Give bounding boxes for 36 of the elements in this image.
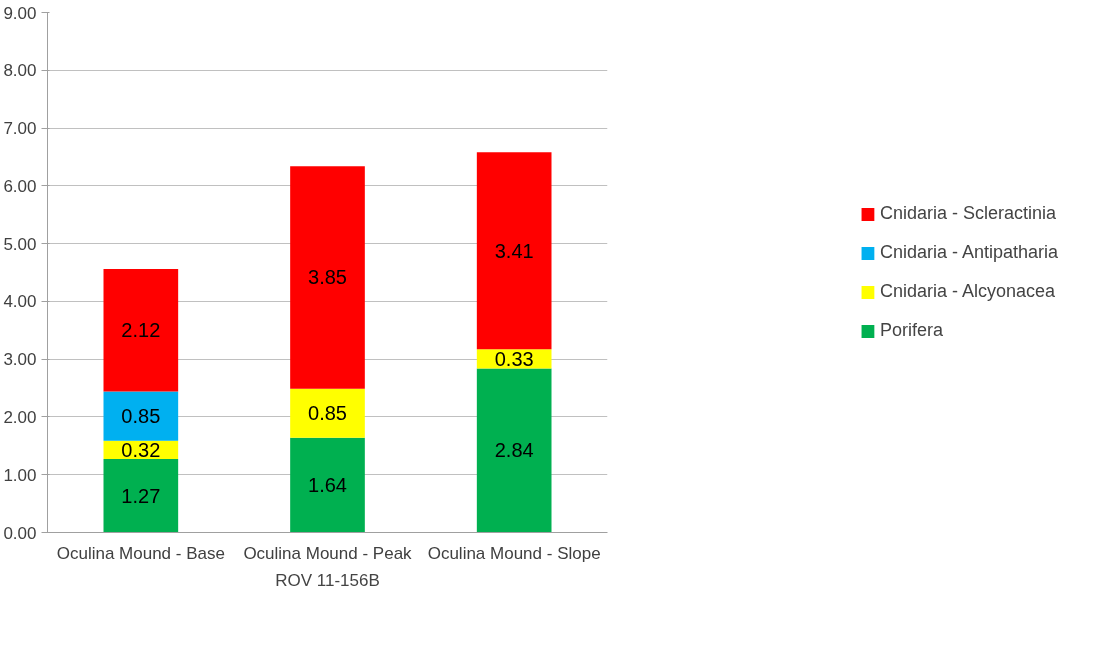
y-tick-label: 1.00 xyxy=(3,465,37,485)
x-tick-label: Oculina Mound - Base xyxy=(56,543,225,563)
legend-label: Cnidaria - Scleractinia xyxy=(879,203,1057,224)
bar xyxy=(290,388,365,438)
bar xyxy=(103,459,179,533)
y-tick-label: 6.00 xyxy=(3,176,37,196)
data-label: 3.85 xyxy=(308,266,347,289)
y-tick-label: 4.00 xyxy=(3,292,37,312)
bar xyxy=(290,166,365,389)
y-tick-label: 7.00 xyxy=(3,119,37,139)
legend-label: Cnidaria - Antipatharia xyxy=(879,242,1059,263)
bar xyxy=(103,391,179,441)
data-label: 0.32 xyxy=(121,438,161,461)
data-label: 0.85 xyxy=(121,405,161,428)
y-tick-label: 0.00 xyxy=(3,523,37,543)
bar xyxy=(476,368,552,533)
bar xyxy=(103,269,179,392)
x-axis-title: ROV 11-156B xyxy=(275,570,380,590)
bar xyxy=(476,152,552,350)
data-label: 2.12 xyxy=(121,319,161,342)
legend-label: Porifera xyxy=(879,320,943,341)
x-tick-label: Oculina Mound - Peak xyxy=(243,543,413,563)
data-label: 2.84 xyxy=(494,439,534,462)
data-label: 0.85 xyxy=(308,402,347,425)
legend-label: Cnidaria - Alcyonacea xyxy=(879,281,1056,302)
data-label: 1.64 xyxy=(308,474,347,497)
bar xyxy=(290,437,365,533)
y-tick-label: 9.00 xyxy=(3,3,37,23)
y-tick-label: 3.00 xyxy=(3,350,37,370)
data-label: 0.33 xyxy=(494,347,534,370)
data-label: 1.27 xyxy=(121,484,161,507)
y-tick-label: 2.00 xyxy=(3,407,37,427)
x-tick-label: Oculina Mound - Slope xyxy=(427,543,601,563)
y-tick-label: 8.00 xyxy=(3,61,37,81)
y-tick-label: 5.00 xyxy=(3,234,37,254)
data-label: 3.41 xyxy=(494,239,534,262)
